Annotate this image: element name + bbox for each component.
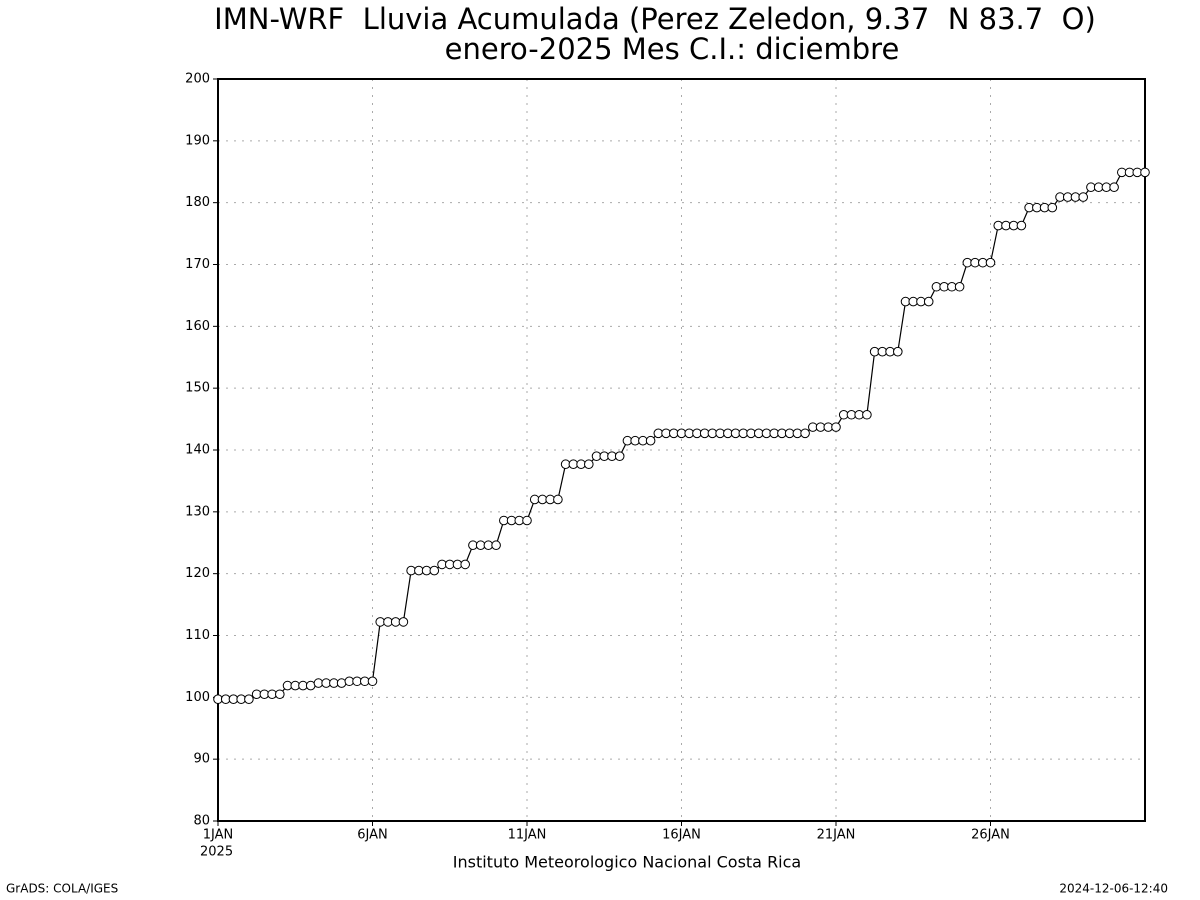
y-tick-label: 200 (185, 72, 210, 87)
x-tick-label: 26JAN (971, 828, 1010, 843)
footer-left: GrADS: COLA/IGES (6, 882, 118, 896)
point-marker (1078, 192, 1088, 202)
chart-title: IMN-WRF Lluvia Acumulada (Perez Zeledon,… (214, 2, 1096, 36)
point-marker (367, 676, 378, 687)
point-marker (275, 689, 285, 700)
point-marker (862, 409, 872, 420)
point-marker (584, 459, 594, 470)
y-tick-label: 100 (185, 690, 210, 705)
y-tick-label: 140 (185, 443, 210, 458)
x-year-label: 2025 (200, 845, 233, 860)
footer-right: 2024-12-06-12:40 (1059, 882, 1168, 896)
x-tick-label: 6JAN (357, 828, 388, 843)
point-marker (954, 281, 965, 292)
point-marker (831, 422, 841, 432)
point-marker (1109, 182, 1119, 193)
y-tick-label: 190 (185, 133, 210, 148)
point-marker (398, 617, 409, 627)
point-marker (1047, 202, 1058, 213)
point-marker (491, 540, 501, 551)
point-marker (1016, 220, 1027, 231)
point-marker (923, 296, 934, 307)
point-marker (800, 428, 810, 439)
point-marker (460, 559, 471, 570)
point-marker (429, 565, 440, 576)
x-axis-label: Instituto Meteorologico Nacional Costa R… (453, 853, 801, 872)
y-tick-label: 90 (193, 752, 210, 767)
y-tick-label: 180 (185, 195, 210, 210)
point-marker (893, 346, 903, 357)
point-marker (553, 494, 563, 505)
y-tick-label: 170 (185, 257, 210, 272)
y-tick-label: 110 (185, 628, 210, 643)
y-tick-label: 80 (193, 814, 210, 829)
plot-frame (217, 78, 1146, 822)
x-tick-label: 16JAN (662, 828, 701, 843)
y-tick-label: 150 (185, 381, 210, 396)
x-tick-label: 11JAN (508, 828, 547, 843)
x-tick-label: 1JAN (203, 828, 234, 843)
point-marker (1140, 167, 1150, 178)
point-marker (614, 451, 625, 461)
y-tick-label: 120 (185, 566, 210, 581)
y-tick-label: 160 (185, 319, 210, 334)
point-marker (244, 694, 254, 704)
point-marker (522, 515, 532, 526)
chart-subtitle: enero-2025 Mes C.I.: diciembre (445, 32, 900, 66)
point-marker (336, 678, 347, 688)
y-tick-label: 130 (185, 504, 210, 519)
point-marker (985, 257, 996, 268)
x-tick-label: 21JAN (817, 828, 856, 843)
point-marker (645, 435, 656, 446)
